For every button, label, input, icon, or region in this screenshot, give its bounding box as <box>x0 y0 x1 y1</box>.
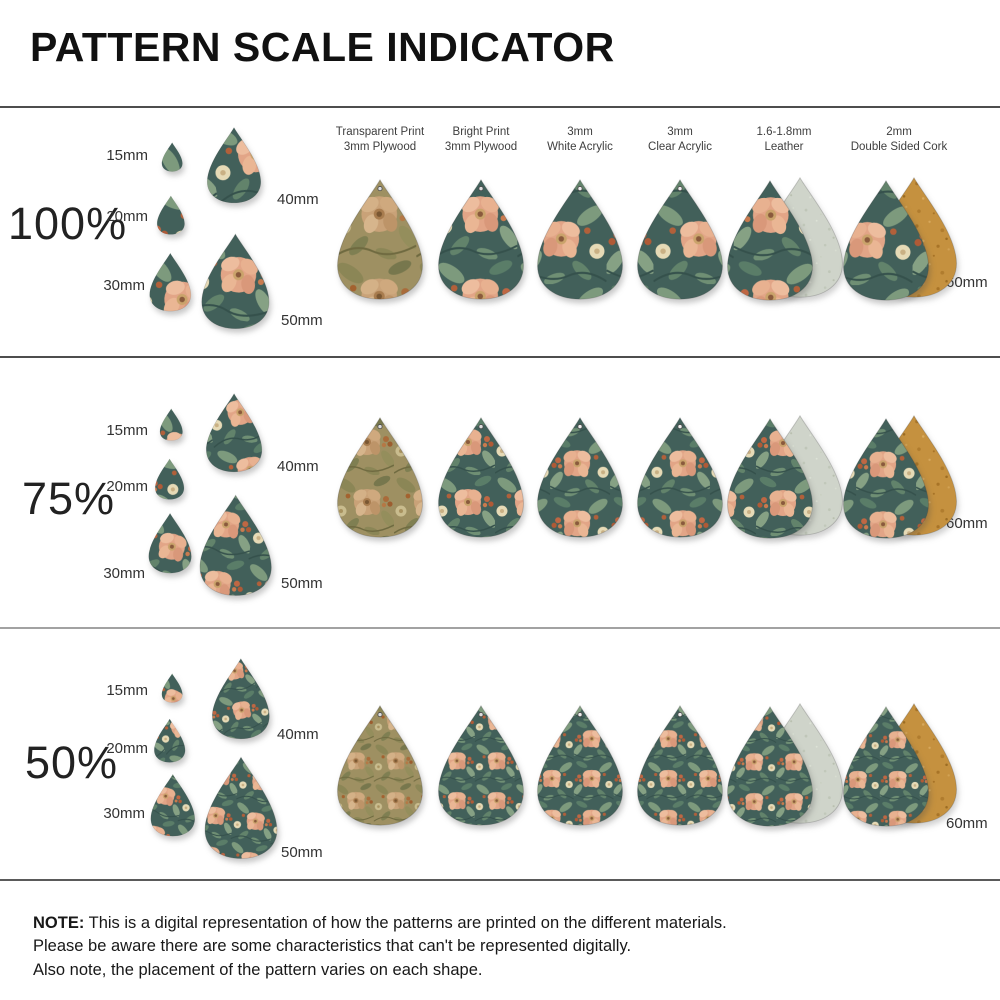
teardrop-100-30mm <box>149 253 192 312</box>
teardrop-100-clear-acrylic <box>637 179 723 300</box>
teardrop-100-20mm <box>156 195 185 235</box>
note-line-1: NOTE: This is a digital representation o… <box>33 914 727 932</box>
teardrop-50-cork-front <box>843 706 929 827</box>
teardrop-50-clear-acrylic <box>637 705 723 826</box>
teardrop-75-50mm <box>199 494 272 596</box>
teardrop-100-bright-plywood <box>438 179 524 300</box>
note-label: NOTE: <box>33 914 85 932</box>
size-label-40mm: 40mm <box>277 726 319 743</box>
material-header-transparent-plywood: Transparent Print 3mm Plywood <box>335 126 425 153</box>
size-label-30mm: 30mm <box>103 565 145 582</box>
material-header-cork: 2mm Double Sided Cork <box>850 126 948 153</box>
teardrop-50-white-acrylic <box>537 705 623 826</box>
size-label-60mm: 60mm <box>946 815 988 832</box>
teardrop-100-40mm <box>206 127 262 204</box>
teardrop-75-15mm <box>159 408 183 441</box>
scale-label-75: 75% <box>22 473 116 524</box>
teardrop-50-30mm <box>150 774 195 837</box>
teardrop-75-clear-acrylic <box>637 417 723 538</box>
teardrop-75-leather-front <box>727 418 813 539</box>
note-line-3: Also note, the placement of the pattern … <box>33 960 483 979</box>
teardrop-50-15mm <box>161 673 183 703</box>
teardrop-100-50mm <box>201 233 270 329</box>
teardrop-100-15mm <box>161 142 183 172</box>
size-label-30mm: 30mm <box>103 277 145 294</box>
teardrop-100-leather-front <box>727 180 813 301</box>
teardrop-50-40mm <box>212 658 270 740</box>
material-header-bright-plywood: Bright Print 3mm Plywood <box>444 126 518 153</box>
size-label-20mm: 20mm <box>106 478 148 495</box>
size-label-30mm: 30mm <box>103 805 145 822</box>
teardrop-50-bright-plywood <box>438 705 524 826</box>
note-line-2: Please be aware there are some character… <box>33 937 632 956</box>
teardrop-75-40mm <box>206 393 263 473</box>
material-header-leather: 1.6-1.8mm Leather <box>756 126 812 153</box>
teardrop-75-cork-front <box>843 418 929 539</box>
size-label-50mm: 50mm <box>281 575 323 592</box>
teardrop-75-white-acrylic <box>537 417 623 538</box>
teardrop-75-bright-plywood <box>438 417 524 538</box>
size-label-50mm: 50mm <box>281 844 323 861</box>
divider-row2-row3 <box>0 627 1000 629</box>
divider-top <box>0 106 1000 108</box>
scale-label-100: 100% <box>8 198 128 249</box>
material-header-white-acrylic: 3mm White Acrylic <box>547 126 613 153</box>
teardrop-75-20mm <box>155 458 185 500</box>
divider-bottom <box>0 879 1000 881</box>
teardrop-75-transparent-plywood <box>337 417 423 538</box>
teardrop-50-50mm <box>204 756 278 859</box>
teardrop-50-20mm <box>154 718 186 763</box>
size-label-50mm: 50mm <box>281 312 323 329</box>
note-text: NOTE: This is a digital representation o… <box>33 912 813 982</box>
size-label-15mm: 15mm <box>106 147 148 164</box>
size-label-20mm: 20mm <box>106 208 148 225</box>
teardrop-75-30mm <box>148 513 192 574</box>
size-label-15mm: 15mm <box>106 422 148 439</box>
size-label-40mm: 40mm <box>277 458 319 475</box>
material-header-clear-acrylic: 3mm Clear Acrylic <box>648 126 712 153</box>
size-label-40mm: 40mm <box>277 191 319 208</box>
teardrop-50-transparent-plywood <box>337 705 423 826</box>
teardrop-100-white-acrylic <box>537 179 623 300</box>
size-label-60mm: 60mm <box>946 515 988 532</box>
size-label-60mm: 60mm <box>946 274 988 291</box>
size-label-20mm: 20mm <box>106 740 148 757</box>
scale-label-50: 50% <box>25 737 119 788</box>
teardrop-50-leather-front <box>727 706 813 827</box>
teardrop-100-transparent-plywood <box>337 179 423 300</box>
teardrop-100-cork-front <box>843 180 929 301</box>
size-label-15mm: 15mm <box>106 682 148 699</box>
divider-row1-row2 <box>0 356 1000 358</box>
page-title: PATTERN SCALE INDICATOR <box>30 24 615 70</box>
